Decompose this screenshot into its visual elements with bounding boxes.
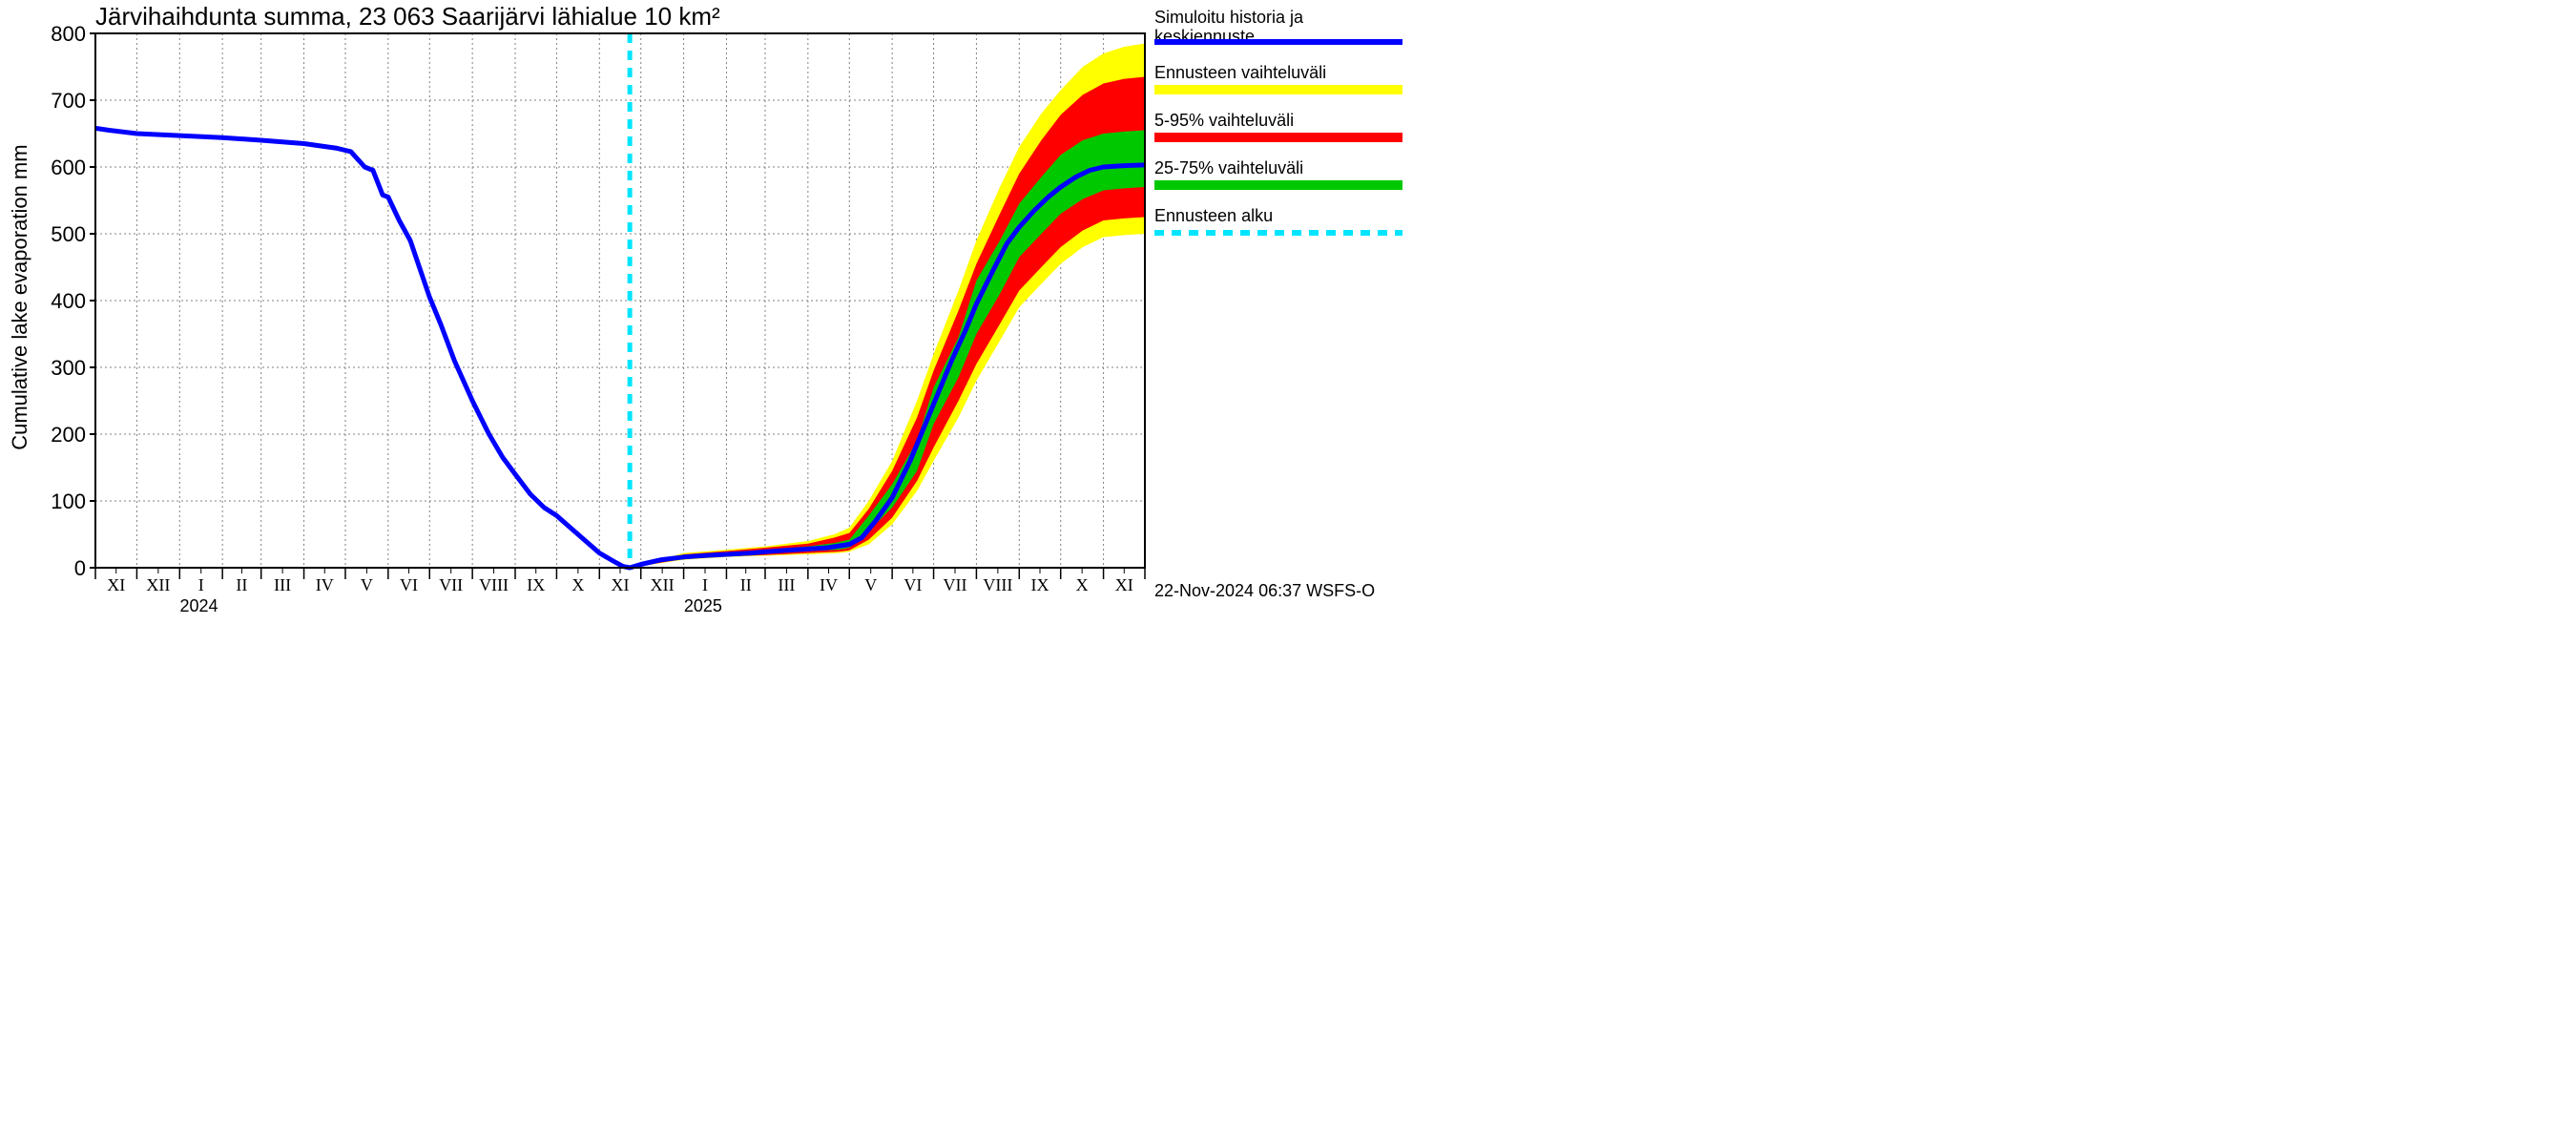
legend-label: 5-95% vaihteluväli — [1154, 111, 1294, 130]
y-tick-label: 400 — [51, 289, 86, 313]
y-tick-label: 500 — [51, 222, 86, 246]
y-tick-label: 300 — [51, 356, 86, 380]
x-year-label: 2025 — [684, 596, 722, 615]
x-month-label: X — [1076, 575, 1089, 594]
legend-swatch — [1154, 133, 1402, 142]
legend-swatch — [1154, 85, 1402, 94]
x-month-label: VI — [904, 575, 922, 594]
x-month-label: XII — [146, 575, 170, 594]
y-tick-label: 200 — [51, 423, 86, 447]
x-month-label: IV — [820, 575, 838, 594]
y-axis-label: Cumulative lake evaporation mm — [8, 144, 31, 449]
chart-container: Järvihaihdunta summa, 23 063 Saarijärvi … — [0, 0, 1431, 636]
y-tick-label: 100 — [51, 489, 86, 513]
y-tick-label: 0 — [74, 556, 86, 580]
legend-label: 25-75% vaihteluväli — [1154, 158, 1303, 177]
x-month-label: VI — [400, 575, 418, 594]
chart-title: Järvihaihdunta summa, 23 063 Saarijärvi … — [95, 2, 720, 31]
chart-footer: 22-Nov-2024 06:37 WSFS-O — [1154, 581, 1375, 600]
y-tick-label: 700 — [51, 89, 86, 113]
x-month-label: IX — [527, 575, 545, 594]
x-month-label: IV — [316, 575, 334, 594]
x-month-label: XI — [612, 575, 630, 594]
x-year-label: 2024 — [180, 596, 218, 615]
legend-label: Simuloitu historia ja — [1154, 8, 1304, 27]
x-month-label: V — [864, 575, 877, 594]
x-month-label: VIII — [479, 575, 509, 594]
x-month-label: X — [571, 575, 584, 594]
y-tick-label: 600 — [51, 156, 86, 179]
x-month-label: III — [778, 575, 795, 594]
x-month-label: XI — [107, 575, 125, 594]
x-month-label: III — [274, 575, 291, 594]
chart-svg: Järvihaihdunta summa, 23 063 Saarijärvi … — [0, 0, 1431, 636]
y-tick-label: 800 — [51, 22, 86, 46]
x-month-label: I — [702, 575, 708, 594]
x-month-label: XI — [1115, 575, 1133, 594]
legend-swatch — [1154, 180, 1402, 190]
x-month-label: XII — [651, 575, 675, 594]
legend-label: Ennusteen vaihteluväli — [1154, 63, 1326, 82]
x-month-label: I — [198, 575, 204, 594]
x-month-label: VII — [943, 575, 966, 594]
x-month-label: IX — [1031, 575, 1049, 594]
x-month-label: II — [236, 575, 247, 594]
x-month-label: VIII — [983, 575, 1012, 594]
x-month-label: II — [740, 575, 752, 594]
x-month-label: VII — [439, 575, 463, 594]
legend-label: Ennusteen alku — [1154, 206, 1273, 225]
x-month-label: V — [361, 575, 373, 594]
